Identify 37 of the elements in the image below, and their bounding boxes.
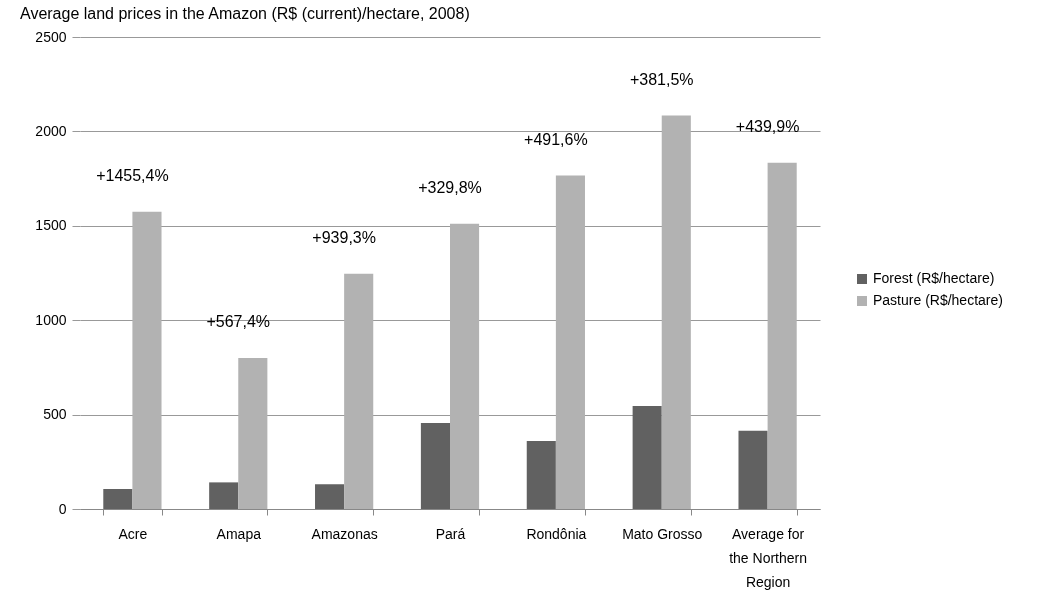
x-tick-label: Mato Grosso xyxy=(622,525,703,542)
bar xyxy=(209,482,239,509)
y-tick-label: 2500 xyxy=(35,28,67,45)
x-tick-label: Amapa xyxy=(216,525,262,542)
annotation: +491,6% xyxy=(524,130,588,148)
bar xyxy=(132,211,162,509)
annotation: +439,9% xyxy=(735,117,800,135)
bar xyxy=(767,162,797,509)
bar xyxy=(103,488,133,509)
x-tick-label: Pará xyxy=(435,525,466,542)
x-tick-label: Amazonas xyxy=(311,525,378,542)
bar xyxy=(555,175,585,509)
legend-label: Forest (R$/hectare) xyxy=(873,270,995,286)
bar xyxy=(420,422,450,509)
y-tick-label: 1500 xyxy=(35,217,67,234)
annotation: +1455,4% xyxy=(96,166,169,184)
bar xyxy=(632,406,662,509)
chart-title: Average land prices in the Amazon (R$ (current)/hectare, 2008) xyxy=(20,5,470,22)
x-tick-label: Acre xyxy=(118,525,148,542)
y-tick-label: 2000 xyxy=(35,122,67,139)
bar xyxy=(450,223,480,509)
annotation: +939,3% xyxy=(312,228,376,246)
annotation: +329,8% xyxy=(418,178,482,196)
bar xyxy=(526,441,556,509)
y-tick-label: 500 xyxy=(43,406,67,423)
annotation: +381,5% xyxy=(629,70,694,88)
bar xyxy=(661,115,691,509)
x-tick-label: Rondônia xyxy=(526,525,587,542)
y-tick-label: 0 xyxy=(58,500,67,517)
bar xyxy=(315,484,345,509)
bar xyxy=(738,430,768,509)
y-tick-label: 1000 xyxy=(35,311,67,328)
annotation: +567,4% xyxy=(206,312,271,330)
x-tick-label: Average for the Northern Region xyxy=(729,525,808,590)
bar xyxy=(344,273,374,509)
bar xyxy=(238,357,268,509)
legend-label: Pasture (R$/hectare) xyxy=(873,292,1003,308)
